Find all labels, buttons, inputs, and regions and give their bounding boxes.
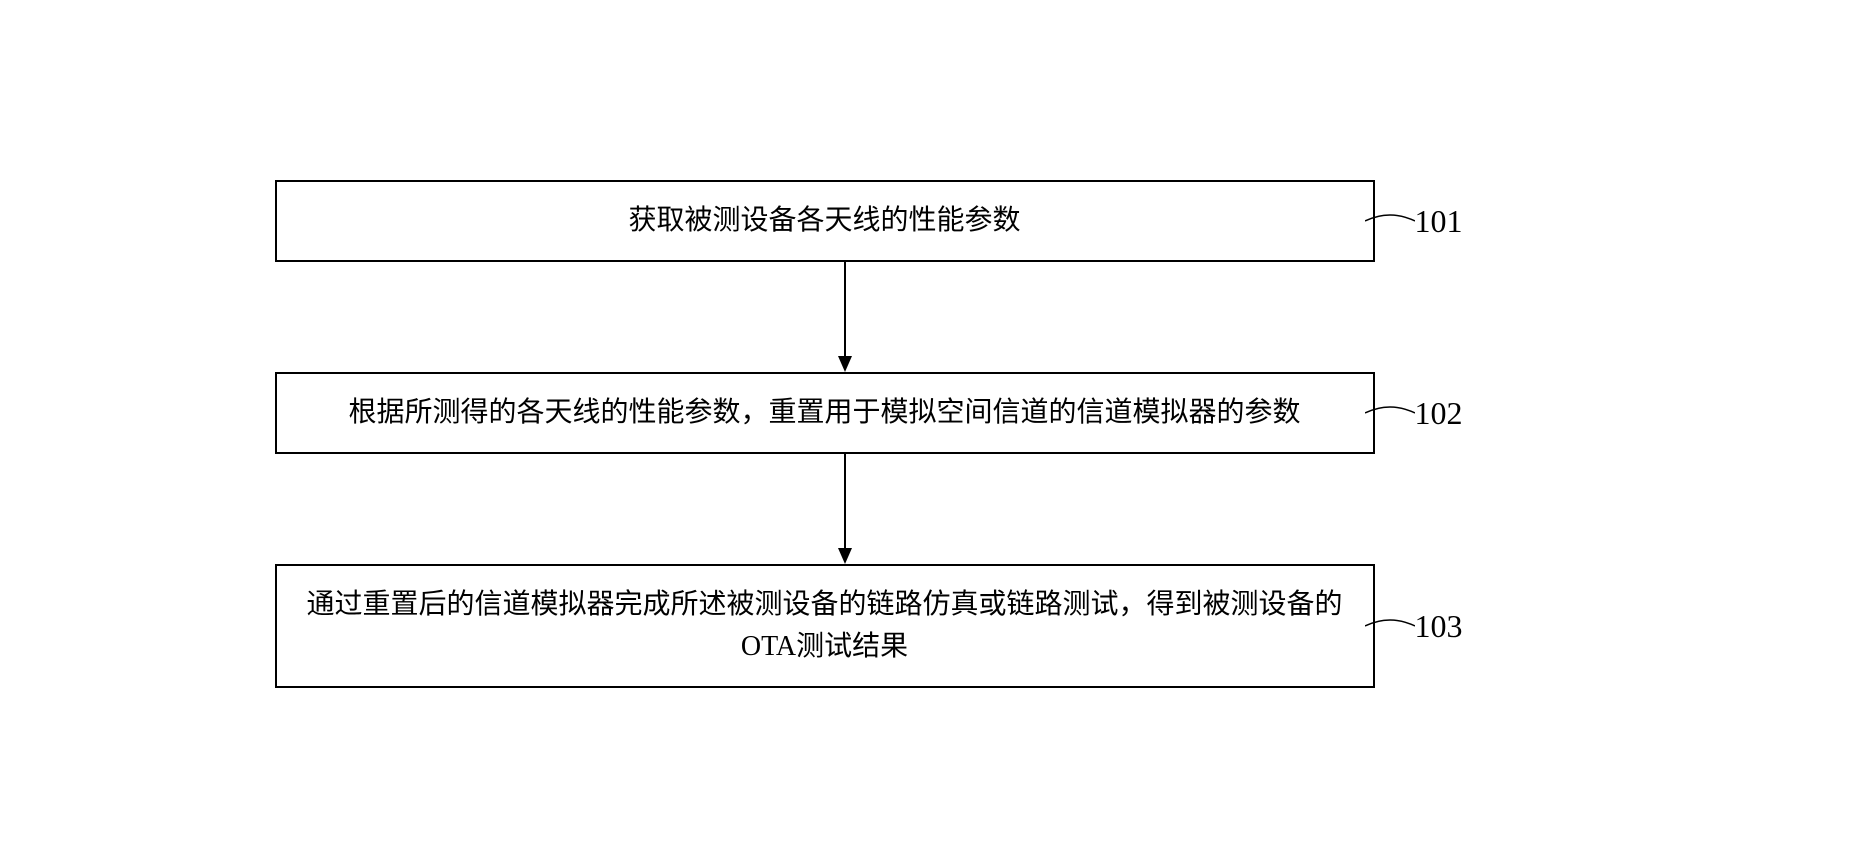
- leader-curve-icon: [1365, 211, 1415, 231]
- step-box-103: 通过重置后的信道模拟器完成所述被测设备的链路仿真或链路测试，得到被测设备的OTA…: [275, 564, 1375, 688]
- step-label-text: 101: [1415, 203, 1463, 239]
- arrow-down-icon: [835, 454, 855, 564]
- step-text: 获取被测设备各天线的性能参数: [628, 200, 1020, 242]
- arrow-102-103: [835, 454, 855, 564]
- step-label-102: 102: [1415, 395, 1463, 432]
- step-text: 根据所测得的各天线的性能参数，重置用于模拟空间信道的信道模拟器的参数: [348, 392, 1300, 434]
- step-row-102: 根据所测得的各天线的性能参数，重置用于模拟空间信道的信道模拟器的参数 102: [275, 372, 1575, 454]
- step-row-103: 通过重置后的信道模拟器完成所述被测设备的链路仿真或链路测试，得到被测设备的OTA…: [275, 564, 1575, 688]
- leader-curve-icon: [1365, 403, 1415, 423]
- step-row-101: 获取被测设备各天线的性能参数 101: [275, 180, 1575, 262]
- arrow-down-icon: [835, 262, 855, 372]
- arrow-101-102: [835, 262, 855, 372]
- leader-curve-icon: [1365, 616, 1415, 636]
- step-label-103: 103: [1415, 608, 1463, 645]
- step-box-102: 根据所测得的各天线的性能参数，重置用于模拟空间信道的信道模拟器的参数: [275, 372, 1375, 454]
- step-box-101: 获取被测设备各天线的性能参数: [275, 180, 1375, 262]
- step-label-text: 103: [1415, 608, 1463, 644]
- flowchart-container: 获取被测设备各天线的性能参数 101 根据所测得的各天线的性能参数，重置用于模拟…: [275, 140, 1575, 728]
- step-label-text: 102: [1415, 395, 1463, 431]
- step-label-101: 101: [1415, 203, 1463, 240]
- step-text: 通过重置后的信道模拟器完成所述被测设备的链路仿真或链路测试，得到被测设备的OTA…: [301, 584, 1349, 668]
